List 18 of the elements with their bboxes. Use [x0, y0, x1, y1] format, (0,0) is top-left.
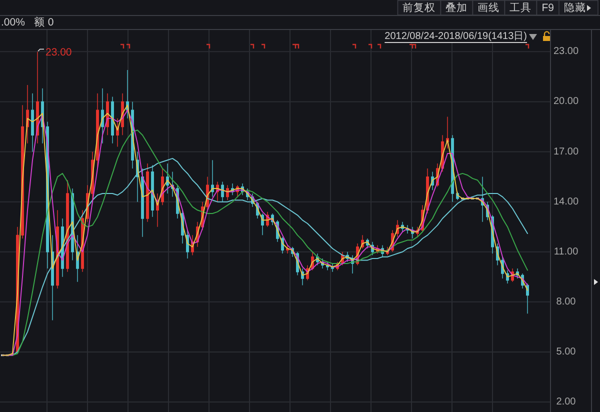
y-tick-label: 23.00: [553, 46, 579, 58]
annotation: 23.00: [46, 46, 72, 59]
y-tick-label: 14.00: [553, 196, 579, 208]
toolbar-button: 前复权: [397, 0, 442, 16]
y-tick-label: 5.00: [556, 346, 576, 358]
y-tick-label: 20.00: [553, 96, 579, 108]
toolbar-button: F9: [536, 0, 560, 16]
toolbar-button: 叠加: [440, 0, 474, 16]
y-tick-label: 17.00: [553, 146, 579, 158]
y-tick-label: 2.00: [556, 396, 576, 408]
toolbar-button: 工具: [504, 0, 538, 16]
toolbar-button: 画线: [472, 0, 506, 16]
y-tick-label: 8.00: [556, 296, 576, 308]
chart-subtitle: 2012/08/24-2018/06/19(1413日): [384, 31, 527, 42]
y-tick-label: 11.00: [554, 246, 579, 258]
toolbar-button: 隐藏: [558, 0, 598, 16]
text: .00%: [1, 16, 25, 28]
text: 额 0: [34, 16, 54, 28]
